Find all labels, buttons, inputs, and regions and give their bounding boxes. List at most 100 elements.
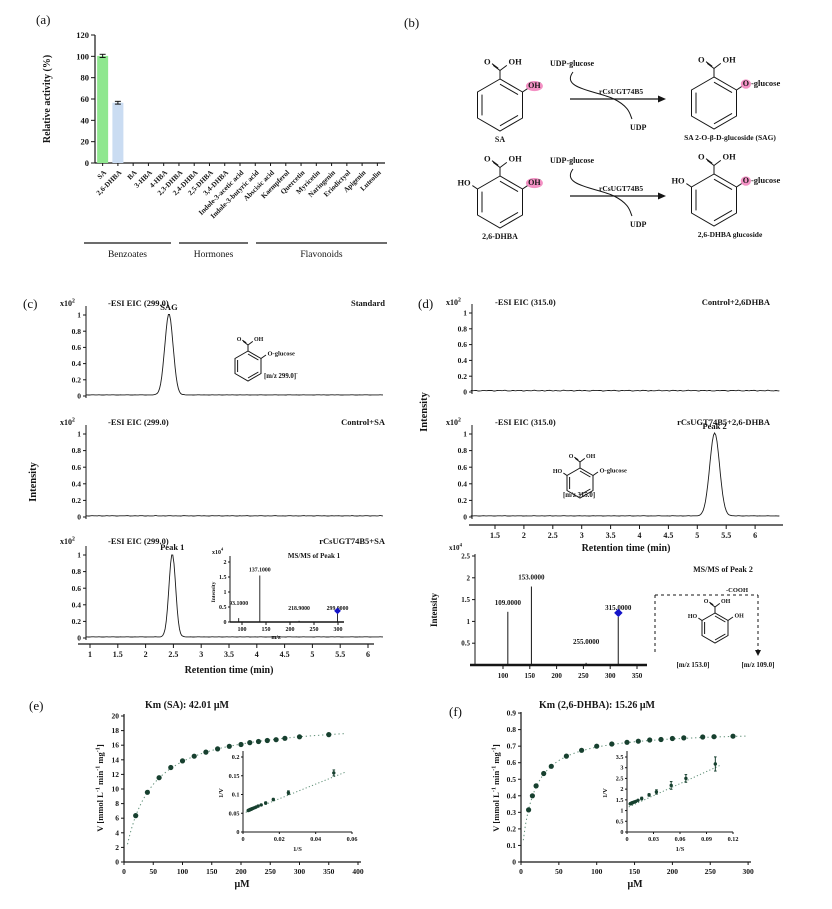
y-tick-label: 18 [112,726,120,735]
y-tick-label: 80 [81,73,90,83]
inset-data-point [264,801,268,805]
data-point [669,735,675,742]
bond [492,65,501,71]
highlight-ellipse [525,80,543,92]
precursor-diamond [614,608,623,618]
x-tick-label: 1.5 [113,650,123,659]
x-tick-label: 0.03 [648,836,659,843]
x-tick-label: 300 [294,867,306,876]
x-tick-label: 3.5 [224,650,234,659]
inset-data-point [332,771,336,775]
x-tick-label: 0 [122,867,126,876]
x-axis-title: Retention time (min) [185,665,274,676]
bond [491,160,499,166]
inset-data-point [654,790,659,794]
x-tick-label: 300 [334,627,343,633]
x-tick-label: 250 [578,672,589,680]
inset-data-point [684,776,688,781]
data-point [529,793,535,799]
y-tick-label: 3.5 [616,754,624,761]
y-tick-label: 0.6 [72,343,82,352]
mm-fit-curve [522,735,749,841]
y-axis-title: Intensity [28,461,39,501]
data-point [730,733,736,739]
scale-label: x102 [60,537,75,547]
highlight-ellipse [740,176,751,186]
x-tick-label: 250 [310,627,319,633]
data-point [635,738,641,744]
data-point [238,741,244,748]
bond [709,602,716,608]
arrowhead [658,192,666,200]
y-tick-label: 8 [115,799,119,808]
y-tick-label: 0.4 [72,600,82,609]
data-point [548,763,554,769]
scale-label: x102 [60,299,75,309]
double-bond [499,83,519,96]
data-point [273,737,279,743]
glucose-label: -glucose [751,78,781,88]
condition-label: Control+2,6DHBA [702,297,771,307]
oh-label: OH [586,454,596,460]
x-tick-label: 5 [310,650,314,659]
cofactor-curve [569,168,633,217]
eic-header: -ESI EIC (315.0) [495,297,556,307]
x-tick-label: 200 [667,867,679,876]
panel-c-label: (c) [23,296,38,311]
y-axis-title: V [mmol L-1 min-1 mg-1] [491,744,501,832]
arrowhead [658,95,666,103]
highlight-ellipse [740,79,751,89]
oh-label: OH [254,337,264,343]
fragment-mz-label: [m/z 153.0] [676,661,709,669]
y-tick-label: 0.1 [507,841,517,850]
y-axis-title: Intensity [211,581,217,602]
double-bond [714,633,726,641]
data-point [563,753,569,759]
y-tick-label: 0.6 [507,758,517,767]
oh-label: OH [721,599,731,605]
y-tick-label: 0.2 [72,375,82,384]
lb-fit-line [628,764,721,808]
data-point [133,813,139,819]
bond [499,161,508,168]
y-tick-label: 0.5 [616,818,624,825]
o-glucose-label: O-glucose [599,468,627,475]
y-tick-label: 1 [463,430,467,439]
y-tick-label: 2 [620,786,623,793]
y-tick-label: 1 [467,618,471,626]
y-tick-label: 1 [620,808,623,815]
y-tick-label: 0.6 [458,463,468,472]
x-tick-label: 0.04 [310,836,321,843]
condition-label: rCsUGT74B5+SA [319,536,386,546]
o-label: O [743,79,749,88]
x-tick-label: 200 [551,672,562,680]
inset-data-point [669,783,673,788]
ho-label: HO [553,469,563,475]
x-tick-label: 400 [352,867,364,876]
data-point [647,737,653,743]
benzene-ring [234,350,262,382]
y-tick-label: 1.5 [461,596,470,604]
data-point [264,737,270,744]
bond [492,161,501,168]
bar [112,102,124,163]
y-tick-label: 0.4 [72,479,82,488]
data-point [700,734,706,740]
benzene-ring [477,78,523,132]
enzyme-label: rCsUGT74B5 [599,184,643,193]
bond [714,602,721,608]
x-axis-title: 1/S [293,846,302,853]
cofactor-curve [569,71,633,120]
y-tick-label: 10 [112,785,120,794]
ms-peak-label: 137.1000 [249,568,271,574]
y-tick-label: 0.6 [72,463,82,472]
x-tick-label: 5.5 [335,650,345,659]
y-axis-title: Intensity [419,391,430,431]
bond [713,63,722,69]
eic-header: -ESI EIC (299.0) [108,298,169,308]
y-tick-label: 0.8 [458,324,468,333]
o-label: O [237,337,242,343]
msms-title: MS/MS of Peak 2 [693,565,753,574]
data-point [144,789,150,795]
